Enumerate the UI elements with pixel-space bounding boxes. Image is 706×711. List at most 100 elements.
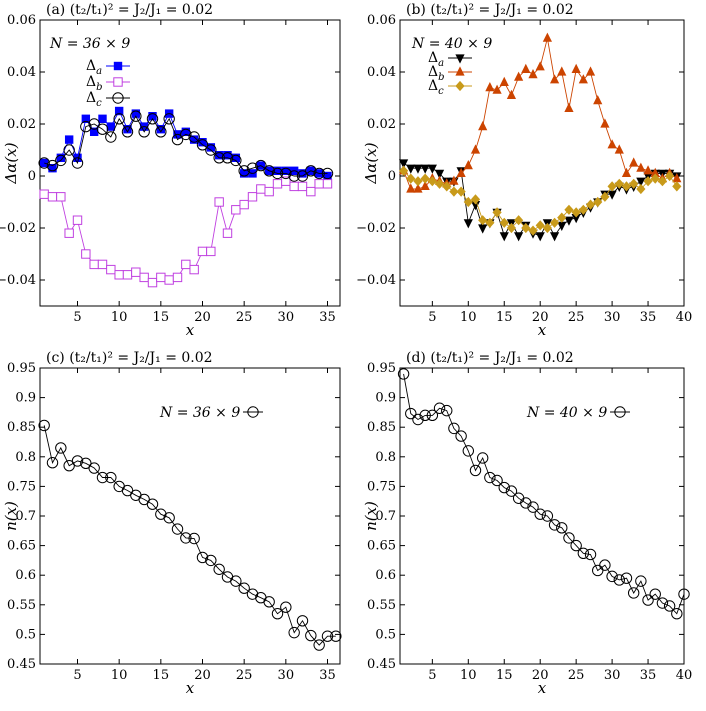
data-point bbox=[593, 95, 603, 105]
x-tick-label-c: 30 bbox=[278, 668, 295, 683]
data-point bbox=[535, 232, 545, 242]
data-point bbox=[38, 419, 50, 432]
x-axis-label-d: x bbox=[538, 679, 547, 697]
legend-label: Δb bbox=[86, 74, 103, 93]
data-point bbox=[478, 224, 488, 234]
data-point bbox=[564, 216, 574, 226]
data-point bbox=[271, 167, 284, 180]
y-tick-label-c: 0.6 bbox=[15, 568, 36, 583]
data-point bbox=[657, 176, 668, 187]
data-point bbox=[63, 144, 75, 156]
data-point bbox=[89, 259, 99, 270]
data-point bbox=[614, 144, 624, 154]
data-point bbox=[263, 165, 275, 177]
data-point bbox=[672, 173, 682, 183]
data-point bbox=[314, 179, 324, 189]
x-tick-label-a: 5 bbox=[73, 310, 81, 325]
y-tick-label-d: 0.65 bbox=[367, 539, 396, 554]
data-point bbox=[527, 501, 539, 513]
data-point bbox=[528, 225, 538, 236]
legend-marker bbox=[614, 406, 626, 418]
data-point bbox=[585, 66, 596, 76]
data-point bbox=[584, 548, 597, 561]
data-point bbox=[313, 639, 325, 651]
y-axis-label-d: n(x) bbox=[362, 501, 380, 531]
data-point bbox=[213, 152, 225, 164]
data-point bbox=[271, 607, 284, 620]
data-point bbox=[585, 199, 596, 210]
data-point bbox=[470, 144, 481, 154]
data-point bbox=[96, 471, 109, 484]
legend-marker bbox=[247, 406, 259, 418]
data-point bbox=[650, 173, 660, 184]
data-point bbox=[306, 186, 316, 197]
data-point bbox=[156, 272, 166, 283]
data-point bbox=[636, 177, 646, 187]
data-point bbox=[499, 76, 509, 86]
data-point bbox=[478, 215, 488, 226]
data-point bbox=[434, 178, 445, 189]
data-point bbox=[649, 588, 661, 600]
data-point bbox=[636, 162, 646, 172]
data-point bbox=[406, 164, 416, 174]
data-point bbox=[419, 409, 431, 422]
legend-d: N = 40 × 9 bbox=[526, 405, 630, 421]
x-tick-label-b: 20 bbox=[532, 310, 549, 325]
data-point bbox=[181, 127, 191, 136]
legend-label: N = 40 × 9 bbox=[526, 405, 607, 421]
data-point bbox=[330, 630, 342, 642]
data-point bbox=[434, 169, 445, 179]
data-point bbox=[627, 587, 640, 599]
data-point bbox=[642, 594, 654, 606]
y-tick-label-d: 0.8 bbox=[375, 450, 396, 465]
data-point bbox=[146, 498, 159, 510]
data-point bbox=[678, 588, 690, 600]
data-point bbox=[55, 442, 67, 454]
data-point bbox=[448, 422, 460, 435]
data-point bbox=[505, 485, 518, 497]
data-point bbox=[476, 452, 489, 464]
data-point bbox=[541, 510, 554, 522]
data-point bbox=[281, 176, 291, 186]
data-point bbox=[621, 167, 632, 177]
data-point bbox=[542, 222, 552, 234]
y-tick-label-c: 0.65 bbox=[7, 539, 36, 554]
legend-marker bbox=[112, 92, 124, 104]
data-point bbox=[397, 368, 410, 380]
data-point bbox=[563, 532, 575, 544]
y-axis-label-a: Δα(x) bbox=[2, 142, 20, 184]
panel-b: (b) (t₂/t₁)² = J₂/J₁ = 0.02 0.06 0.04 0.02 0… bbox=[356, 2, 692, 339]
data-point bbox=[213, 563, 225, 575]
y-tick-label-b: −0.02 bbox=[356, 221, 396, 236]
data-point bbox=[557, 66, 567, 76]
data-point bbox=[280, 167, 292, 180]
data-point bbox=[564, 102, 574, 112]
data-point bbox=[463, 219, 473, 229]
data-point bbox=[246, 162, 259, 174]
data-point bbox=[256, 184, 266, 194]
data-point bbox=[463, 196, 473, 208]
data-point bbox=[97, 259, 108, 270]
y-tick-label-d: 0.55 bbox=[367, 598, 396, 613]
data-point bbox=[296, 615, 309, 627]
y-tick-label-d: 0.95 bbox=[367, 361, 396, 376]
x-tick-label-c: 35 bbox=[319, 668, 336, 683]
x-tick-label-b: 5 bbox=[428, 310, 436, 325]
data-point bbox=[665, 170, 675, 182]
data-point bbox=[406, 183, 416, 193]
data-point bbox=[139, 272, 149, 283]
legend-title: N = 40 × 9 bbox=[411, 36, 492, 52]
legend-label: N = 36 × 9 bbox=[159, 405, 240, 421]
data-point bbox=[247, 192, 258, 202]
data-point bbox=[577, 547, 590, 559]
legend-label: Δc bbox=[86, 90, 102, 109]
x-tick-label-b: 30 bbox=[604, 310, 621, 325]
data-point bbox=[48, 163, 57, 173]
data-point bbox=[38, 157, 50, 169]
data-point bbox=[214, 197, 224, 207]
y-tick-label-c: 0.55 bbox=[7, 598, 36, 613]
x-tick-label-b: 15 bbox=[496, 310, 513, 325]
data-point bbox=[499, 232, 509, 242]
data-point bbox=[98, 114, 107, 123]
panel-d: (d) (t₂/t₁)² = J₂/J₁ = 0.020.950.90.850.… bbox=[362, 350, 692, 697]
